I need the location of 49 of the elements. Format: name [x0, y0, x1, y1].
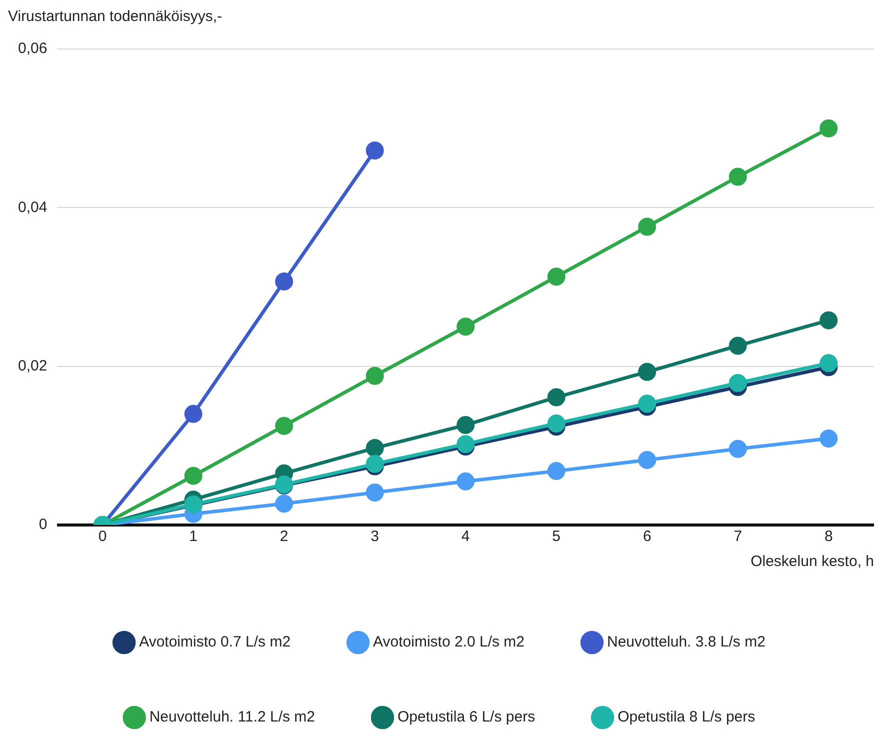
point [184, 404, 202, 423]
point [547, 414, 566, 432]
point [820, 311, 838, 330]
point [456, 472, 475, 490]
point [547, 462, 566, 480]
y-tick-label: 0,02 [18, 357, 48, 374]
point [184, 466, 202, 485]
x-axis-title: Oleskelun kesto, h [750, 553, 874, 570]
x-tick-label: 8 [824, 528, 833, 546]
point [366, 366, 384, 385]
point [366, 439, 384, 458]
y-tick-label: 0 [38, 516, 48, 534]
x-tick-label: 6 [642, 528, 652, 546]
point [547, 268, 566, 286]
point [275, 272, 294, 290]
point [820, 430, 838, 448]
point [366, 483, 384, 502]
point [728, 440, 747, 458]
point [638, 450, 656, 469]
point [275, 416, 294, 435]
legend-label: Neuvotteluh. 11.2 L/s m2 [149, 708, 316, 726]
point [638, 218, 656, 236]
point [820, 119, 838, 138]
x-tick-label: 5 [552, 528, 561, 546]
point [638, 362, 656, 381]
x-tick-label: 3 [370, 528, 380, 546]
point [366, 142, 384, 160]
point [728, 336, 747, 355]
point [275, 494, 294, 513]
point [820, 354, 838, 372]
legend-label: Avotoimisto 0.7 L/s m2 [139, 634, 291, 651]
x-tick-label: 7 [734, 528, 742, 546]
legend-label: Opetustila 6 L/s pers [398, 708, 536, 726]
legend-label: Neuvotteluh. 3.8 L/s m2 [606, 634, 766, 651]
x-tick-label: 2 [280, 528, 288, 546]
x-tick-label: 1 [189, 528, 198, 546]
y-tick-label: 0,06 [18, 40, 48, 58]
point [547, 388, 566, 406]
point [728, 168, 747, 186]
legend-label: Opetustila 8 L/s pers [618, 708, 756, 726]
point [456, 416, 475, 434]
point [456, 318, 475, 336]
point [728, 374, 747, 392]
x-tick-label: 4 [461, 528, 470, 546]
y-axis-title: Virustartunnan todennäköisyys,- [8, 8, 224, 27]
y-tick-label: 0,04 [18, 198, 48, 216]
point [638, 394, 656, 413]
x-tick-label: 0 [98, 528, 107, 546]
legend-label: Avotoimisto 2.0 L/s m2 [373, 634, 525, 651]
